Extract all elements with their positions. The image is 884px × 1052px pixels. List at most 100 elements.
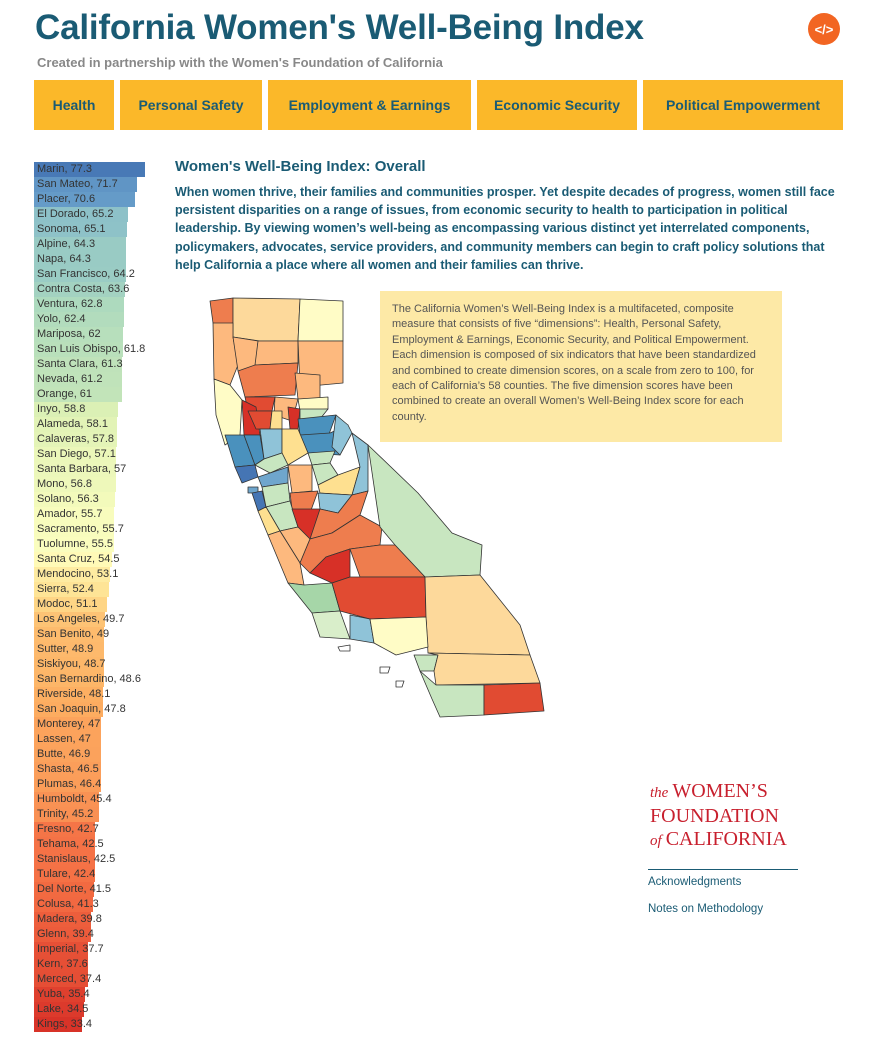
county-bar-label: Siskiyou, 48.7 [37,658,106,670]
tab-employment-earnings[interactable]: Employment & Earnings [268,80,471,130]
county-bar-label: Contra Costa, 63.6 [37,283,130,295]
methodology-link[interactable]: Notes on Methodology [648,903,764,915]
county-bar [34,402,118,417]
county-bar-row[interactable]: Los Angeles, 49.7 [34,612,174,627]
county-bar [34,957,88,972]
county-bar [34,192,135,207]
county-bar-row[interactable]: Plumas, 46.4 [34,777,174,792]
county-bar-row[interactable]: Shasta, 46.5 [34,762,174,777]
tab-personal-safety[interactable]: Personal Safety [120,80,262,130]
county-bar-row[interactable]: Calaveras, 57.8 [34,432,174,447]
county-bar-row[interactable]: Placer, 70.6 [34,192,174,207]
county-bar [34,207,128,222]
section-title: Women's Well-Being Index: Overall [175,158,426,175]
county-bar-row[interactable]: Merced, 37.4 [34,972,174,987]
county-santa-barbara [311,610,351,640]
county-bar-row[interactable]: Amador, 55.7 [34,507,174,522]
county-bar-row[interactable]: Santa Barbara, 57 [34,462,174,477]
county-bar [34,1017,82,1032]
county-bar-row[interactable]: Sierra, 52.4 [34,582,174,597]
county-bar-row[interactable]: Yolo, 62.4 [34,312,174,327]
county-bar-row[interactable]: Tehama, 42.5 [34,837,174,852]
county-bar-row[interactable]: San Benito, 49 [34,627,174,642]
county-bar-label: Santa Cruz, 54.5 [37,553,120,565]
county-bar-row[interactable]: Trinity, 45.2 [34,807,174,822]
tab-economic-security[interactable]: Economic Security [477,80,637,130]
county-bar-row[interactable]: Alpine, 64.3 [34,237,174,252]
county-bar-label: Sierra, 52.4 [37,583,94,595]
county-bar-row[interactable]: Fresno, 42.7 [34,822,174,837]
county-bar-row[interactable]: Riverside, 48.1 [34,687,174,702]
county-bar [34,1002,84,1017]
county-bar-row[interactable]: San Luis Obispo, 61.8 [34,342,174,357]
county-bar-row[interactable]: Alameda, 58.1 [34,417,174,432]
county-bar-label: San Luis Obispo, 61.8 [37,343,146,355]
county-bar-label: Fresno, 42.7 [37,823,99,835]
county-bar [34,447,116,462]
county-bar-row[interactable]: El Dorado, 65.2 [34,207,174,222]
county-bar-row[interactable]: Ventura, 62.8 [34,297,174,312]
county-bar [34,612,105,627]
county-bar-row[interactable]: Santa Cruz, 54.5 [34,552,174,567]
county-bar-label: Butte, 46.9 [37,748,91,760]
county-bar-row[interactable]: Glenn, 39.4 [34,927,174,942]
county-bar-label: Mono, 56.8 [37,478,93,490]
county-bar-row[interactable]: Santa Clara, 61.3 [34,357,174,372]
county-bar-row[interactable]: Lassen, 47 [34,732,174,747]
county-bar [34,507,114,522]
tab-health[interactable]: Health [34,80,114,130]
tab-political-empowerment[interactable]: Political Empowerment [643,80,843,130]
county-bar-row[interactable]: Modoc, 51.1 [34,597,174,612]
county-bar-row[interactable]: Siskiyou, 48.7 [34,657,174,672]
county-bar-row[interactable]: Madera, 39.8 [34,912,174,927]
county-bar [34,927,91,942]
county-bar-row[interactable]: Imperial, 37.7 [34,942,174,957]
county-bar-row[interactable]: Humboldt, 45.4 [34,792,174,807]
county-bar [34,312,124,327]
county-bar [34,327,123,342]
county-bar-row[interactable]: Solano, 56.3 [34,492,174,507]
county-bar-row[interactable]: Lake, 34.5 [34,1002,174,1017]
county-bar-row[interactable]: Tuolumne, 55.5 [34,537,174,552]
county-bar-label: Stanislaus, 42.5 [37,853,116,865]
county-bar-row[interactable]: Butte, 46.9 [34,747,174,762]
california-county-map[interactable] [200,295,550,720]
county-bar-row[interactable]: Monterey, 47 [34,717,174,732]
county-bar-row[interactable]: Sacramento, 55.7 [34,522,174,537]
county-bar-row[interactable]: Kings, 33.4 [34,1017,174,1032]
county-bar-label: Sacramento, 55.7 [37,523,124,535]
county-bar-label: San Diego, 57.1 [37,448,116,460]
county-bar [34,477,116,492]
county-bar-row[interactable]: San Francisco, 64.2 [34,267,174,282]
county-bar-row[interactable]: Sonoma, 65.1 [34,222,174,237]
county-bar-row[interactable]: Yuba, 35.4 [34,987,174,1002]
county-bar-row[interactable]: Sutter, 48.9 [34,642,174,657]
county-bar-row[interactable]: Nevada, 61.2 [34,372,174,387]
county-bar-label: Mariposa, 62 [37,328,101,340]
county-bar-row[interactable]: Tulare, 42.4 [34,867,174,882]
county-bar-label: Tehama, 42.5 [37,838,104,850]
county-bar-row[interactable]: Inyo, 58.8 [34,402,174,417]
county-bar-row[interactable]: Mariposa, 62 [34,327,174,342]
county-bar-row[interactable]: Contra Costa, 63.6 [34,282,174,297]
county-bar-row[interactable]: Del Norte, 41.5 [34,882,174,897]
county-bar-row[interactable]: San Diego, 57.1 [34,447,174,462]
acknowledgments-link[interactable]: Acknowledgments [648,876,742,888]
county-bar-row[interactable]: Kern, 37.6 [34,957,174,972]
womens-foundation-logo[interactable]: the WOMEN’S FOUNDATION of CALIFORNIA [650,780,787,850]
embed-code-button[interactable]: </> [808,13,840,45]
county-bar-label: Kings, 33.4 [37,1018,93,1030]
county-bar-row[interactable]: San Mateo, 71.7 [34,177,174,192]
county-bar-row[interactable]: Mono, 56.8 [34,477,174,492]
county-bar-row[interactable]: Napa, 64.3 [34,252,174,267]
county-bar [34,687,103,702]
county-bar-row[interactable]: Stanislaus, 42.5 [34,852,174,867]
county-bar-row[interactable]: San Bernardino, 48.6 [34,672,174,687]
county-bar-row[interactable]: Colusa, 41.3 [34,897,174,912]
county-bar-label: Alameda, 58.1 [37,418,108,430]
county-bar [34,342,123,357]
county-bar-row[interactable]: Orange, 61 [34,387,174,402]
county-bar-row[interactable]: Mendocino, 53.1 [34,567,174,582]
county-bar-row[interactable]: San Joaquin, 47.8 [34,702,174,717]
county-bar-row[interactable]: Marin, 77.3 [34,162,174,177]
